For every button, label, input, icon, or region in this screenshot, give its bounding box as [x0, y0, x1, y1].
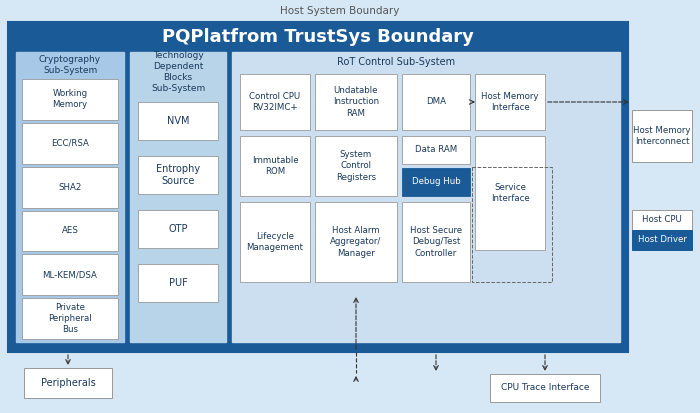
Text: PUF: PUF	[169, 278, 188, 288]
Text: Service
Interface: Service Interface	[491, 183, 529, 203]
Bar	[22, 254, 118, 295]
Bar	[240, 136, 310, 196]
Bar	[138, 156, 218, 194]
Text: Control CPU
RV32IMC+: Control CPU RV32IMC+	[249, 92, 300, 112]
Text: Technology
Dependent
Blocks
Sub-System: Technology Dependent Blocks Sub-System	[151, 51, 205, 93]
Bar	[475, 74, 545, 130]
Text: Lifecycle
Management: Lifecycle Management	[246, 232, 304, 252]
Bar	[22, 298, 118, 339]
Bar	[8, 22, 628, 352]
Bar	[402, 202, 470, 282]
Bar	[138, 102, 218, 140]
Bar	[240, 202, 310, 282]
Bar	[138, 210, 218, 248]
Text: OTP: OTP	[168, 224, 188, 234]
Text: CPU Trace Interface: CPU Trace Interface	[500, 384, 589, 392]
Text: Debug Hub: Debug Hub	[412, 178, 461, 187]
Bar	[22, 123, 118, 164]
Bar	[22, 167, 118, 207]
Bar	[16, 52, 124, 342]
Text: AES: AES	[62, 226, 78, 235]
Text: Working
Memory: Working Memory	[52, 89, 88, 109]
Bar	[130, 52, 226, 342]
Text: Host CPU: Host CPU	[642, 216, 682, 225]
Text: System
Control
Registers: System Control Registers	[336, 150, 376, 182]
Text: Host System Boundary: Host System Boundary	[280, 6, 400, 16]
Text: Cryptography
Sub-System: Cryptography Sub-System	[39, 55, 101, 75]
Text: Host Memory
Interface: Host Memory Interface	[482, 92, 539, 112]
Text: DMA: DMA	[426, 97, 446, 107]
Text: Immutable
ROM: Immutable ROM	[252, 156, 298, 176]
Bar	[22, 211, 118, 252]
Text: Private
Peripheral
Bus: Private Peripheral Bus	[48, 303, 92, 334]
Bar	[240, 74, 310, 130]
Bar	[315, 136, 397, 196]
Text: Peripherals: Peripherals	[41, 378, 95, 388]
Bar	[22, 79, 118, 120]
Bar	[402, 74, 470, 130]
Text: ECC/RSA: ECC/RSA	[51, 139, 89, 148]
Bar	[632, 110, 692, 162]
Bar	[402, 136, 470, 164]
Text: Entrophy
Source: Entrophy Source	[156, 164, 200, 186]
Bar	[315, 202, 397, 282]
Bar	[24, 368, 112, 398]
Text: Undatable
Instruction
RAM: Undatable Instruction RAM	[333, 86, 379, 118]
Text: Data RAM: Data RAM	[415, 145, 457, 154]
Text: PQPlatfrom TrustSys Boundary: PQPlatfrom TrustSys Boundary	[162, 28, 474, 46]
Text: Host Secure
Debug/Test
Controller: Host Secure Debug/Test Controller	[410, 226, 462, 258]
Bar	[472, 167, 552, 282]
Bar	[232, 52, 620, 342]
Text: Host Memory
Interconnect: Host Memory Interconnect	[634, 126, 691, 146]
Bar	[402, 168, 470, 196]
Text: ML-KEM/DSA: ML-KEM/DSA	[43, 270, 97, 279]
Text: NVM: NVM	[167, 116, 189, 126]
Bar	[315, 74, 397, 130]
Text: Host Alarm
Aggregator/
Manager: Host Alarm Aggregator/ Manager	[330, 226, 382, 258]
Text: SHA2: SHA2	[58, 183, 82, 192]
Text: Host Driver: Host Driver	[638, 235, 687, 244]
Bar	[138, 264, 218, 302]
Text: RoT Control Sub-System: RoT Control Sub-System	[337, 57, 455, 67]
Bar	[632, 230, 692, 250]
Bar	[632, 210, 692, 230]
Bar	[475, 136, 545, 250]
Bar	[490, 374, 600, 402]
